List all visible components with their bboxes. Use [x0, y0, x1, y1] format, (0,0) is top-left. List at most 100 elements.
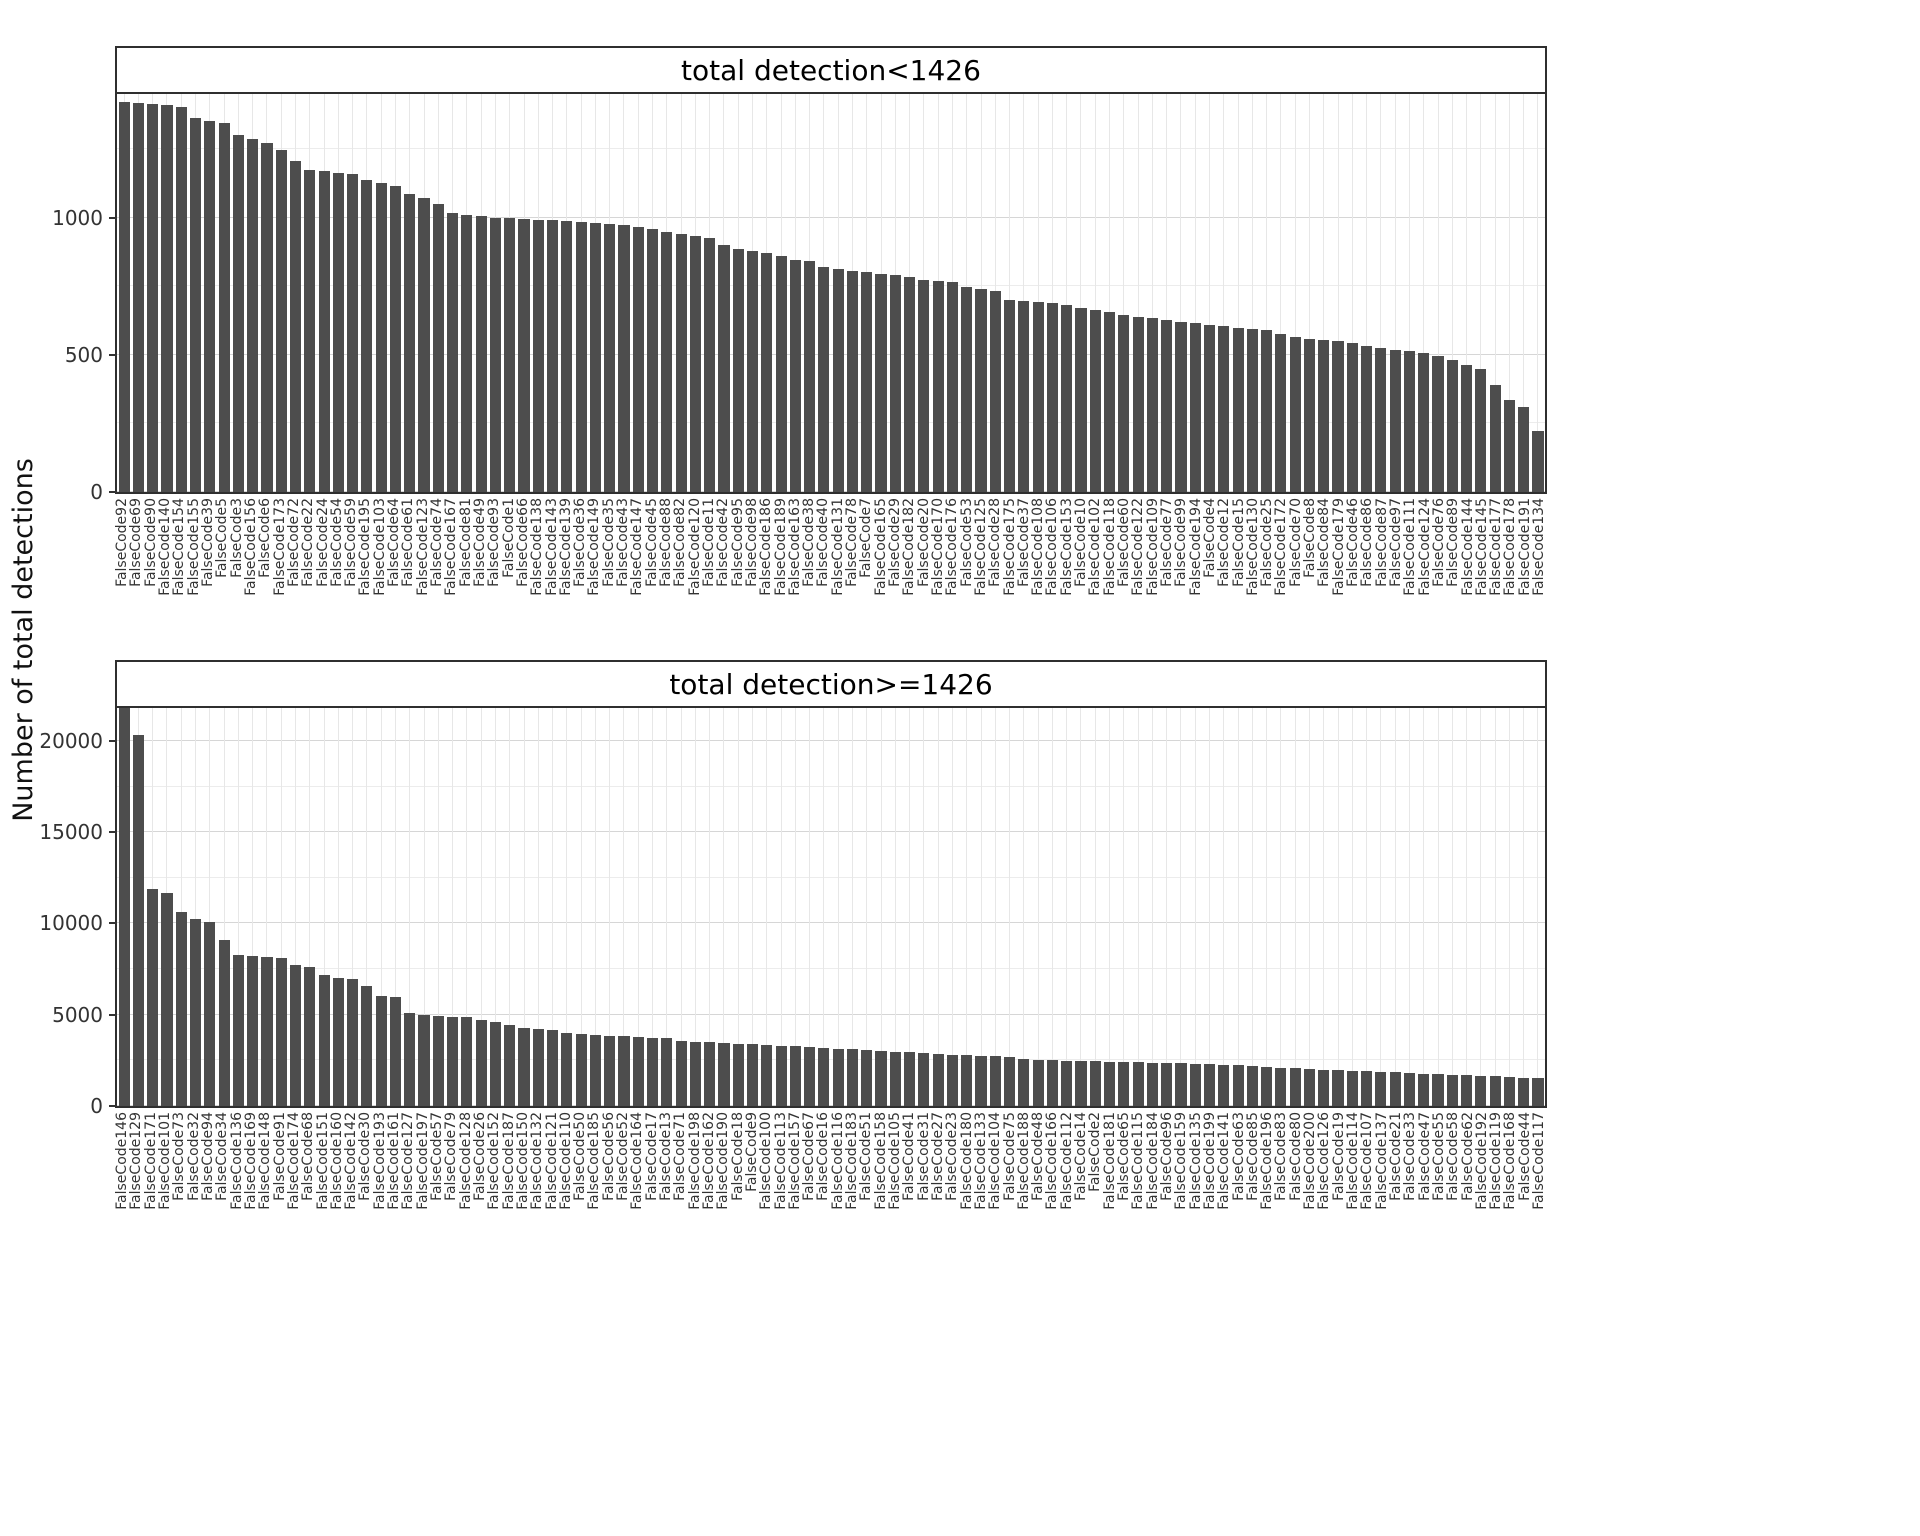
bar-slot [588, 94, 603, 492]
bar [618, 225, 630, 492]
x-tick-label: FalseCode81 [457, 498, 474, 587]
x-tick: FalseCode19 [1331, 1112, 1347, 1304]
x-tick-label: FalseCode8 [1302, 498, 1319, 578]
bar-slot [616, 708, 632, 1106]
x-tick-label: FalseCode74 [429, 498, 446, 587]
bar [632, 1037, 644, 1106]
x-tick: FalseCode66 [515, 498, 531, 650]
x-tick: FalseCode107 [1359, 1112, 1375, 1304]
x-tick-label: FalseCode41 [901, 1112, 918, 1201]
bar [1246, 328, 1258, 492]
bar-slot [745, 94, 760, 492]
plot-area: 0 5000 10000 15000 20000 [39, 708, 1546, 1118]
x-tick-label: FalseCode15 [1230, 498, 1247, 587]
x-tick: FalseCode4 [1202, 498, 1218, 650]
bar-slot [117, 708, 132, 1106]
x-tick: FalseCode167 [443, 498, 459, 650]
bar [118, 708, 130, 1106]
x-tick-label: FalseCode129 [128, 1112, 145, 1210]
x-tick: FalseCode173 [272, 498, 288, 650]
x-tick-label: FalseCode157 [786, 1112, 803, 1210]
bar [1132, 316, 1144, 492]
bar [932, 1053, 944, 1106]
x-tick-label: FalseCode28 [987, 498, 1004, 587]
x-tick-label: FalseCode126 [1316, 1112, 1333, 1210]
bar-slot [645, 94, 660, 492]
bar [804, 1047, 816, 1106]
x-tick-label: FalseCode133 [972, 1112, 989, 1210]
x-tick: FalseCode197 [415, 1112, 431, 1304]
x-tick-label: FalseCode169 [242, 1112, 259, 1210]
bar [132, 735, 144, 1106]
x-tick: FalseCode37 [1016, 498, 1032, 650]
bar [1089, 1061, 1101, 1106]
x-tick: FalseCode115 [1130, 1112, 1146, 1304]
bar-slot [316, 94, 332, 492]
bar [818, 266, 830, 492]
x-tick: FalseCode5 [214, 498, 230, 650]
x-tick-label: FalseCode64 [386, 498, 403, 587]
bar-slot [1288, 708, 1303, 1106]
x-tick-label: FalseCode9 [743, 1112, 760, 1192]
x-tick: FalseCode68 [300, 1112, 316, 1304]
bar [361, 180, 373, 492]
bar [289, 160, 302, 492]
x-tick-label: FalseCode180 [958, 1112, 975, 1210]
x-tick-label: FalseCode21 [1387, 1112, 1404, 1201]
bar [661, 231, 673, 492]
bar [232, 134, 244, 492]
bar [975, 1055, 987, 1106]
bar [432, 1015, 444, 1106]
x-tick-label: FalseCode32 [185, 1112, 202, 1201]
bar [1032, 1060, 1044, 1106]
bars-container [117, 708, 1546, 1106]
bar [1046, 1060, 1058, 1106]
y-axis-title: Number of total detections [8, 458, 39, 822]
x-tick: FalseCode174 [286, 1112, 302, 1304]
x-tick: FalseCode113 [773, 1112, 789, 1304]
bar-slot [1330, 708, 1346, 1106]
bar-slot [688, 94, 703, 492]
x-tick-label: FalseCode63 [1230, 1112, 1247, 1201]
bar-slot [1102, 94, 1117, 492]
bar-slot [888, 708, 903, 1106]
bar-slot [659, 94, 674, 492]
bar-slot [374, 94, 389, 492]
x-tick: FalseCode47 [1417, 1112, 1433, 1304]
bar-slot [731, 708, 746, 1106]
x-tick: FalseCode58 [1445, 1112, 1461, 1304]
bar [1432, 355, 1444, 492]
bar [461, 1017, 473, 1106]
x-tick: FalseCode33 [1402, 1112, 1418, 1304]
x-tick: FalseCode141 [1216, 1112, 1232, 1304]
bar [732, 1043, 744, 1106]
x-tick-label: FalseCode20 [915, 498, 932, 587]
bar [1318, 339, 1330, 492]
bar [761, 252, 773, 492]
x-tick: FalseCode155 [186, 498, 202, 650]
x-tick-label: FalseCode160 [328, 1112, 345, 1210]
x-tick-label: FalseCode94 [200, 1112, 217, 1201]
x-tick: FalseCode49 [472, 498, 488, 650]
x-tick: FalseCode98 [744, 498, 760, 650]
bar [875, 273, 887, 492]
bar-slot [545, 94, 560, 492]
bar-slot [902, 94, 917, 492]
x-tick: FalseCode83 [1273, 1112, 1289, 1304]
x-tick-label: FalseCode131 [829, 498, 846, 596]
bar [775, 1045, 787, 1106]
bar-slot [745, 708, 760, 1106]
bar [532, 219, 544, 492]
x-tick-label: FalseCode124 [1416, 498, 1433, 596]
bar [1161, 320, 1173, 492]
bar [218, 939, 230, 1106]
x-tick-label: FalseCode60 [1116, 498, 1133, 587]
bar [1532, 430, 1544, 492]
bar [1203, 324, 1216, 492]
bar-slot [1502, 708, 1517, 1106]
bar-slot [1088, 94, 1103, 492]
x-tick-label: FalseCode200 [1302, 1112, 1319, 1210]
bar-slot [1045, 94, 1060, 492]
x-tick-label: FalseCode71 [672, 1112, 689, 1201]
x-tick-label: FalseCode26 [471, 1112, 488, 1201]
